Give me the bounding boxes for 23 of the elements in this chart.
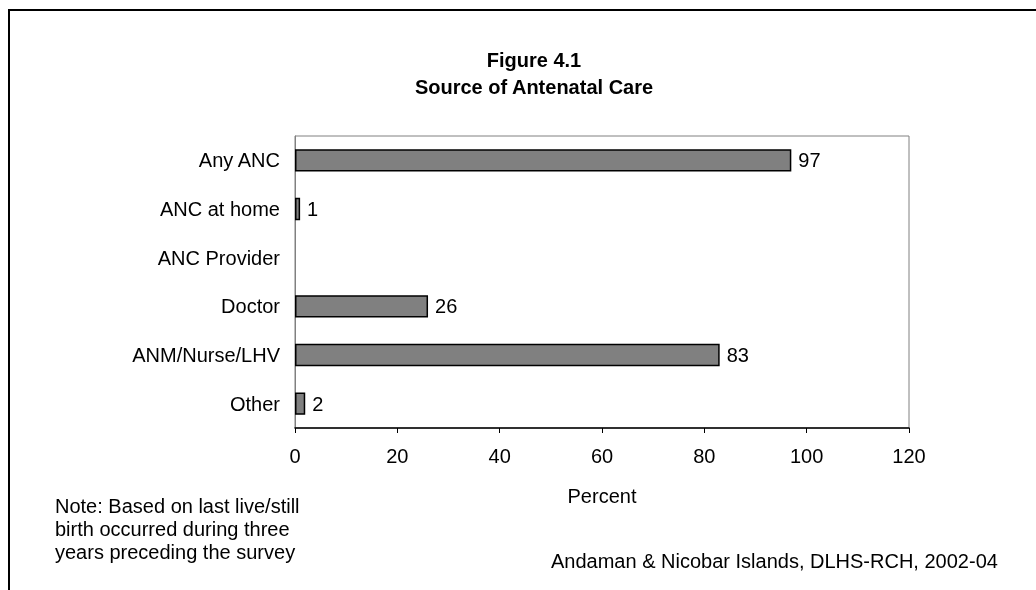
y-tick-label: Any ANC <box>198 149 280 172</box>
y-tick-label: Doctor <box>221 295 281 318</box>
data-label: 83 <box>726 344 749 366</box>
text: Note: Based on last live/still birth occurred during three years preceding the survey <box>55 494 306 563</box>
data-label: 2 <box>312 392 324 415</box>
x-tick-label: 20 <box>386 445 409 467</box>
text: Andaman & Nicobar Islands, DLHS-RCH, 2002-04 <box>551 549 998 572</box>
y-tick-label: ANC at home <box>159 198 280 220</box>
x-tick-label: 100 <box>789 445 824 467</box>
x-tick-label: 80 <box>693 445 716 467</box>
chart-title: Figure 4.1 <box>486 48 582 71</box>
data-label: 1 <box>307 198 319 220</box>
x-tick-label: 0 <box>289 445 301 467</box>
data-label: 26 <box>435 295 458 318</box>
y-tick-label: ANM/Nurse/LHV <box>132 344 281 366</box>
x-axis-title: Percent <box>567 485 637 507</box>
chart-subtitle: Source of Antenatal Care <box>414 75 654 98</box>
data-label: 97 <box>798 149 821 172</box>
y-tick-label: Other <box>229 392 281 415</box>
x-tick-label: 40 <box>488 445 511 467</box>
y-tick-label: ANC Provider <box>157 246 281 269</box>
x-tick-label: 120 <box>892 445 926 467</box>
x-tick-label: 60 <box>590 445 614 467</box>
